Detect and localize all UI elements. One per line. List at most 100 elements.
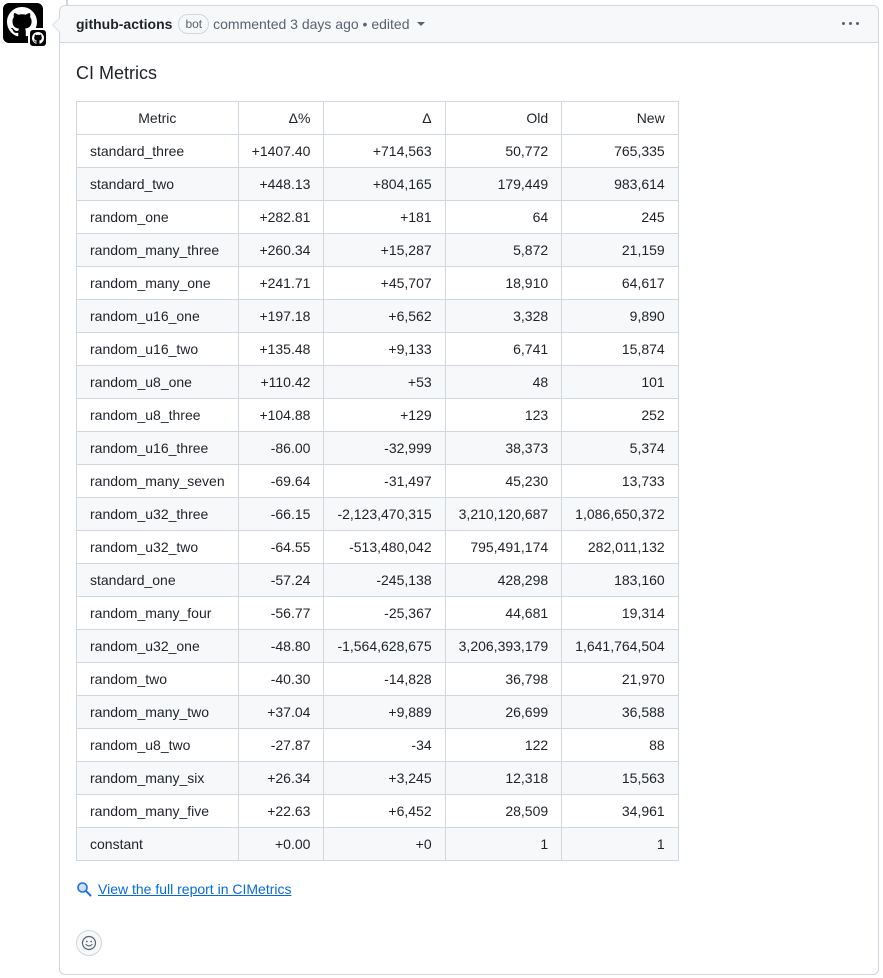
cell-metric: random_many_seven: [76, 464, 239, 498]
cell-delta: -1,564,628,675: [323, 629, 446, 663]
cell-delta: -34: [323, 728, 446, 762]
table-row: random_u16_two +135.48 +9,133 6,741 15,874: [76, 332, 679, 366]
cell-metric: random_many_six: [76, 761, 239, 795]
cell-new: 183,160: [561, 563, 679, 597]
cell-new: 1,641,764,504: [561, 629, 679, 663]
cell-metric: standard_three: [76, 134, 239, 168]
cell-new: 5,374: [561, 431, 679, 465]
cell-delta: -245,138: [323, 563, 446, 597]
cell-old: 6,741: [444, 332, 563, 366]
cell-delta: +6,562: [323, 299, 446, 333]
cell-metric: random_u16_one: [76, 299, 239, 333]
cell-delta-percent: +260.34: [237, 233, 325, 267]
cell-delta-percent: -69.64: [237, 464, 325, 498]
cell-old: 48: [444, 365, 563, 399]
table-row: random_many_seven -69.64 -31,497 45,230 13,7…: [76, 464, 679, 498]
cell-metric: random_u16_two: [76, 332, 239, 366]
table-row: random_many_four -56.77 -25,367 44,681 19,31…: [76, 596, 679, 630]
cell-delta-percent: +197.18: [237, 299, 325, 333]
cell-old: 36,798: [444, 662, 563, 696]
cell-delta: -32,999: [323, 431, 446, 465]
comment-body: CI Metrics Metric Δ% Δ Old New standard_…: [60, 63, 878, 902]
cell-delta-percent: -66.15: [237, 497, 325, 531]
cell-metric: random_u8_three: [76, 398, 239, 432]
avatar[interactable]: [3, 3, 48, 48]
smiley-icon: [81, 935, 97, 951]
cell-delta: +45,707: [323, 266, 446, 300]
cell-metric: random_many_four: [76, 596, 239, 630]
cell-delta: +804,165: [323, 167, 446, 201]
table-row: random_one +282.81 +181 64 245: [76, 200, 679, 234]
comment-author[interactable]: github-actions: [76, 16, 173, 32]
cell-metric: random_u32_three: [76, 497, 239, 531]
cell-delta: -513,480,042: [323, 530, 446, 564]
report-link-text[interactable]: View the full report in CIMetrics: [98, 881, 292, 897]
cell-delta-percent: +104.88: [237, 398, 325, 432]
cell-delta-percent: +0.00: [237, 827, 325, 861]
edit-history-chevron-down-icon[interactable]: [417, 22, 426, 26]
comment-action[interactable]: commented 3 days ago • edited: [213, 16, 410, 32]
cell-old: 12,318: [444, 761, 563, 795]
cell-delta-percent: -40.30: [237, 662, 325, 696]
cell-metric: random_u8_one: [76, 365, 239, 399]
cell-old: 3,210,120,687: [444, 497, 563, 531]
table-row: random_many_five +22.63 +6,452 28,509 34,961: [76, 794, 679, 828]
cell-old: 428,298: [444, 563, 563, 597]
cell-old: 3,328: [444, 299, 563, 333]
cell-delta-percent: +448.13: [237, 167, 325, 201]
cell-metric: random_many_two: [76, 695, 239, 729]
timeline-line: [66, 0, 68, 6]
cell-new: 34,961: [561, 794, 679, 828]
cell-new: 64,617: [561, 266, 679, 300]
table-row: random_u16_one +197.18 +6,562 3,328 9,890: [76, 299, 679, 333]
cell-metric: random_many_three: [76, 233, 239, 267]
cell-new: 252: [561, 398, 679, 432]
add-reaction-button[interactable]: [76, 930, 102, 956]
cell-old: 3,206,393,179: [444, 629, 563, 663]
kebab-horizontal-icon[interactable]: [842, 15, 860, 31]
cell-metric: standard_one: [76, 563, 239, 597]
cell-new: 15,563: [561, 761, 679, 795]
bot-badge: bot: [178, 14, 210, 34]
cell-new: 21,159: [561, 233, 679, 267]
cell-delta-percent: +22.63: [237, 794, 325, 828]
magnifying-glass-icon: [77, 882, 92, 897]
cell-old: 5,872: [444, 233, 563, 267]
cell-old: 44,681: [444, 596, 563, 630]
cell-delta-percent: -64.55: [237, 530, 325, 564]
cell-new: 21,970: [561, 662, 679, 696]
cell-delta-percent: -57.24: [237, 563, 325, 597]
table-row: random_two -40.30 -14,828 36,798 21,970: [76, 662, 679, 696]
cell-delta: +6,452: [323, 794, 446, 828]
cell-old: 18,910: [444, 266, 563, 300]
cell-delta-percent: +1407.40: [237, 134, 325, 168]
column-header-delta-percent: Δ%: [237, 101, 325, 135]
column-header-new: New: [561, 101, 679, 135]
cell-metric: random_u32_one: [76, 629, 239, 663]
cell-new: 88: [561, 728, 679, 762]
table-row: random_many_three +260.34 +15,287 5,872 21,1…: [76, 233, 679, 267]
cell-new: 282,011,132: [561, 530, 679, 564]
cell-delta-percent: +241.71: [237, 266, 325, 300]
github-app-icon: [32, 32, 44, 44]
cell-metric: random_many_one: [76, 266, 239, 300]
metrics-table: Metric Δ% Δ Old New standard_three +1407.…: [76, 101, 679, 861]
column-header-old: Old: [444, 101, 563, 135]
table-row: random_u8_one +110.42 +53 48 101: [76, 365, 679, 399]
table-header-row: Metric Δ% Δ Old New: [76, 101, 679, 135]
cell-delta-percent: -27.87: [237, 728, 325, 762]
table-body: standard_three +1407.40 +714,563 50,772 765,…: [76, 134, 679, 861]
table-row: standard_three +1407.40 +714,563 50,772 765,…: [76, 134, 679, 168]
cell-metric: random_u16_three: [76, 431, 239, 465]
cell-delta: +129: [323, 398, 446, 432]
cell-new: 19,314: [561, 596, 679, 630]
table-row: random_u32_three -66.15 -2,123,470,315 3,21…: [76, 497, 679, 531]
report-link[interactable]: View the full report in CIMetrics: [76, 881, 291, 897]
cell-delta: +9,889: [323, 695, 446, 729]
cell-delta: -2,123,470,315: [323, 497, 446, 531]
cell-metric: random_two: [76, 662, 239, 696]
cell-delta: +714,563: [323, 134, 446, 168]
cell-metric: random_one: [76, 200, 239, 234]
cell-delta: -25,367: [323, 596, 446, 630]
table-row: random_u32_two -64.55 -513,480,042 795,491,…: [76, 530, 679, 564]
